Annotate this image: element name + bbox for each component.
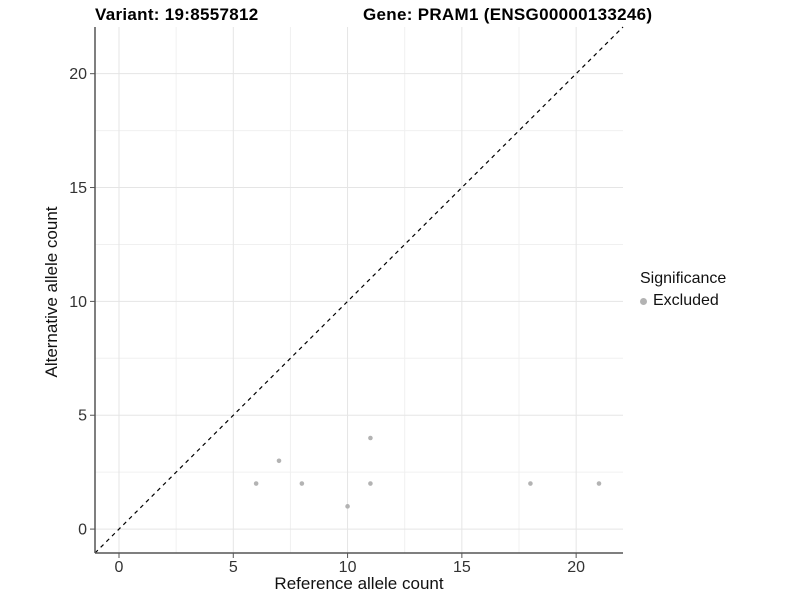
diagonal-reference-line xyxy=(94,26,624,554)
svg-text:5: 5 xyxy=(229,559,238,576)
svg-text:5: 5 xyxy=(78,408,87,425)
y-axis-title: Alternative allele count xyxy=(42,206,61,378)
svg-text:10: 10 xyxy=(339,559,357,576)
x-axis-title: Reference allele count xyxy=(274,574,444,593)
data-point xyxy=(528,481,533,486)
data-point xyxy=(276,458,282,464)
legend-title: Significance xyxy=(640,270,727,287)
svg-text:10: 10 xyxy=(69,294,87,311)
major-gridlines xyxy=(95,27,623,553)
legend: Significance Excluded xyxy=(640,270,726,310)
data-point xyxy=(368,435,373,441)
svg-text:20: 20 xyxy=(567,559,585,576)
data-points xyxy=(253,435,602,509)
svg-text:0: 0 xyxy=(78,522,87,539)
variant-title: Variant: 19:8557812 xyxy=(95,5,259,24)
legend-item-label: Excluded xyxy=(653,292,719,309)
data-point xyxy=(368,481,373,486)
svg-text:15: 15 xyxy=(453,559,471,576)
minor-gridlines xyxy=(95,27,623,553)
svg-text:0: 0 xyxy=(115,559,124,576)
axis-lines xyxy=(94,27,623,554)
point-swatch-icon xyxy=(640,297,647,305)
tick-marks xyxy=(90,73,577,558)
x-tick-labels: 0 5 10 15 20 xyxy=(115,559,586,576)
data-point xyxy=(596,481,602,486)
y-tick-labels: 0 5 10 15 20 xyxy=(69,66,87,538)
gene-title: Gene: PRAM1 (ENSG00000133246) xyxy=(363,5,653,24)
data-point xyxy=(345,504,350,509)
svg-text:15: 15 xyxy=(69,180,87,197)
legend-item-excluded: Excluded xyxy=(640,292,726,310)
svg-text:20: 20 xyxy=(69,66,87,83)
data-point xyxy=(253,481,259,486)
data-point xyxy=(299,481,305,486)
